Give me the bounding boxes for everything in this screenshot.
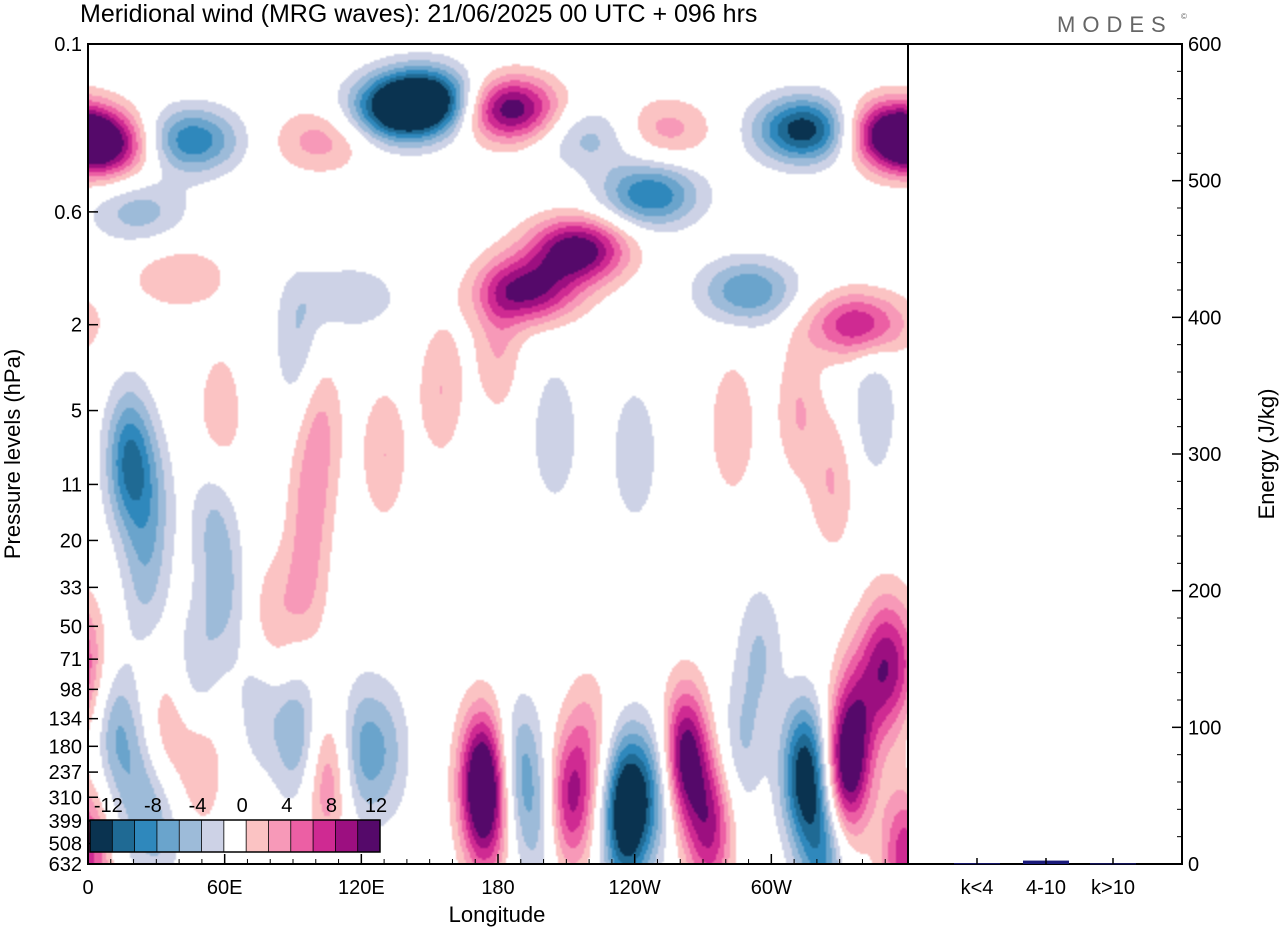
chart-title: Meridional wind (MRG waves): 21/06/2025 … bbox=[80, 0, 757, 28]
colorbar-label: -4 bbox=[189, 795, 207, 817]
y-axis-label: Pressure levels (hPa) bbox=[0, 349, 25, 559]
colorbar-label: 8 bbox=[326, 795, 337, 817]
x-tick-label: 0 bbox=[82, 877, 93, 899]
colorbar-swatch bbox=[268, 820, 292, 852]
x-axis-label: Longitude bbox=[449, 902, 546, 927]
colorbar-swatch bbox=[223, 820, 247, 852]
energy-bars bbox=[954, 860, 1136, 865]
energy-frame bbox=[907, 43, 1183, 865]
y-tick-label: 2 bbox=[71, 315, 82, 337]
colorbar-swatch bbox=[290, 820, 314, 852]
colorbar-label: 12 bbox=[365, 795, 387, 817]
colorbar-swatch bbox=[156, 820, 180, 852]
energy-tick-label: 200 bbox=[1188, 581, 1221, 603]
energy-tick-label: 600 bbox=[1188, 34, 1221, 56]
y-tick-label: 180 bbox=[49, 736, 82, 758]
logo-mark: © bbox=[1181, 12, 1187, 21]
colorbar: -12 -8 -4 0 4 8 12 bbox=[89, 795, 387, 853]
x-tick-label: 60W bbox=[751, 877, 792, 899]
energy-axis-label: Energy (J/kg) bbox=[1254, 389, 1279, 520]
colorbar-swatch bbox=[313, 820, 336, 852]
y-tick-label: 20 bbox=[60, 530, 82, 552]
heatmap-plot bbox=[87, 43, 909, 865]
colorbar-label: 4 bbox=[281, 795, 292, 817]
y-tick-label: 0.6 bbox=[54, 202, 82, 224]
y-tick-label: 33 bbox=[60, 577, 82, 599]
colorbar-swatch bbox=[134, 820, 158, 852]
energy-plot: 0 100 200 300 400 500 600 k<4 4-10 k>10 bbox=[907, 34, 1221, 899]
y-tick-label: 632 bbox=[49, 854, 82, 876]
y-tick-label: 50 bbox=[60, 616, 82, 638]
colorbar-frame bbox=[89, 819, 381, 853]
colorbar-swatch bbox=[246, 820, 269, 852]
colorbar-label: 0 bbox=[237, 795, 248, 817]
wind-field bbox=[88, 44, 908, 864]
category-label: 4-10 bbox=[1026, 877, 1066, 899]
energy-tick-label: 0 bbox=[1188, 854, 1199, 876]
energy-tick-label: 300 bbox=[1188, 444, 1221, 466]
longitude-axis: 0 60E 120E 180 120W 60W bbox=[82, 854, 886, 899]
y-tick-label: 0.1 bbox=[54, 34, 82, 56]
wavenumber-axis: k<4 4-10 k>10 bbox=[961, 858, 1135, 899]
x-tick-label: 180 bbox=[481, 877, 514, 899]
energy-tick-label: 100 bbox=[1188, 717, 1221, 739]
y-tick-label: 134 bbox=[49, 709, 82, 731]
energy-tick-label: 400 bbox=[1188, 307, 1221, 329]
colorbar-swatch bbox=[179, 820, 203, 852]
x-tick-label: 120E bbox=[338, 877, 385, 899]
colorbar-swatch bbox=[112, 820, 136, 852]
pressure-axis: 0.1 0.6 2 5 11 20 33 50 71 98 134 180 237 31039950863… bbox=[49, 34, 98, 876]
y-tick-label: 11 bbox=[61, 474, 82, 496]
colorbar-label: -12 bbox=[94, 795, 123, 817]
energy-tick-label: 500 bbox=[1188, 171, 1221, 193]
y-tick-label: 5 bbox=[71, 401, 82, 423]
colorbar-swatch bbox=[357, 820, 381, 852]
colorbar-label: -8 bbox=[144, 795, 162, 817]
y-tick-label: 71 bbox=[60, 649, 82, 671]
colorbar-swatch bbox=[335, 820, 359, 852]
category-label: k>10 bbox=[1091, 877, 1135, 899]
x-tick-label: 60E bbox=[207, 877, 243, 899]
energy-axis: 0 100 200 300 400 500 600 bbox=[1172, 34, 1221, 876]
y-tick-label: 310 bbox=[49, 787, 82, 809]
modes-logo: MODES bbox=[1057, 12, 1173, 37]
category-label: k<4 bbox=[961, 877, 994, 899]
y-tick-label: 237 bbox=[49, 762, 82, 784]
colorbar-swatch bbox=[90, 820, 113, 852]
y-tick-label: 399 bbox=[49, 811, 82, 833]
colorbar-swatch bbox=[201, 820, 225, 852]
x-tick-label: 120W bbox=[609, 877, 661, 899]
y-tick-label: 508 bbox=[49, 834, 82, 856]
y-tick-label: 98 bbox=[60, 679, 82, 701]
